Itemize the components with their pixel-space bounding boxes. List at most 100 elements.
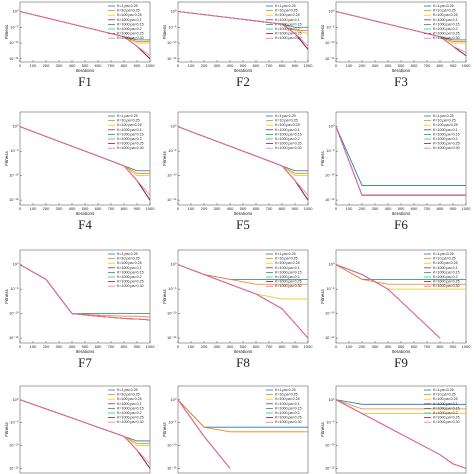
x-tick-label: 800: [279, 344, 286, 349]
y-axis-label: Fitness: [162, 24, 167, 39]
x-tick-label: 400: [69, 344, 76, 349]
series-line: [19, 264, 151, 321]
x-tick-label: 700: [266, 344, 273, 349]
y-tick-label: 10⁻¹⁰: [9, 311, 19, 316]
x-tick-label: 1000: [146, 344, 156, 349]
x-tick-label: 700: [108, 206, 115, 211]
legend-label: K=1000,pa=0.25: [275, 416, 302, 420]
x-tick-label: 400: [227, 206, 234, 211]
chart-title: F5: [236, 217, 250, 232]
legend-label: K=1,pa=0.25: [433, 114, 454, 118]
y-axis-label: Fitness: [320, 24, 325, 39]
x-tick-label: 300: [56, 344, 63, 349]
y-tick-label: 10⁻¹⁵: [9, 56, 19, 61]
legend-label: K=1000,pa=0.30: [117, 36, 144, 40]
legend-label: K=1,pa=0.25: [117, 388, 138, 392]
y-tick-label: 10⁻⁵: [10, 286, 19, 291]
x-tick-label: 400: [227, 63, 234, 68]
legend-label: K=1000,pa=0.30: [275, 420, 302, 424]
x-tick-label: 400: [69, 63, 76, 68]
legend-label: K=1,pa=0.25: [275, 114, 296, 118]
y-tick-label: 10⁻¹⁵: [9, 197, 19, 202]
legend-label: K=10,pa=0.25: [275, 393, 298, 397]
x-tick-label: 400: [385, 63, 392, 68]
x-tick-label: 900: [292, 206, 299, 211]
legend-label: K=1000,pa=0.1: [433, 266, 458, 270]
x-tick-label: 600: [95, 344, 102, 349]
x-tick-label: 600: [253, 344, 260, 349]
x-tick-label: 800: [279, 206, 286, 211]
x-tick-label: 700: [108, 63, 115, 68]
legend-label: K=1000,pa=0.25: [117, 142, 144, 146]
x-tick-label: 500: [398, 206, 405, 211]
y-axis-label: Fitness: [320, 422, 325, 437]
legend-label: K=100,pa=0.25: [433, 13, 458, 17]
series-line: [19, 126, 151, 196]
legend-label: K=1000,pa=0.2: [433, 27, 458, 31]
legend-label: K=1000,pa=0.15: [433, 132, 460, 136]
x-tick-label: 700: [424, 63, 431, 68]
legend-label: K=100,pa=0.25: [275, 397, 300, 401]
series-line: [177, 399, 308, 433]
y-tick-label: 10⁻¹⁵: [9, 465, 19, 470]
x-tick-label: 400: [69, 206, 76, 211]
legend-label: K=1,pa=0.25: [433, 4, 454, 8]
legend-label: K=10,pa=0.25: [433, 9, 456, 13]
plot-area: [335, 385, 467, 474]
y-axis-label: Fitness: [320, 151, 325, 166]
x-tick-label: 400: [227, 344, 234, 349]
x-tick-label: 700: [424, 206, 431, 211]
legend-label: K=1000,pa=0.1: [117, 18, 142, 22]
legend-label: K=100,pa=0.25: [117, 397, 142, 401]
y-axis-label: Fitness: [4, 422, 9, 437]
y-tick-label: 10⁻⁵: [10, 148, 19, 153]
y-tick-label: 10⁻⁵: [168, 420, 177, 425]
x-tick-label: 900: [292, 63, 299, 68]
y-tick-label: 10⁻¹⁵: [325, 197, 335, 202]
legend-label: K=1000,pa=0.2: [117, 27, 142, 31]
legend-label: K=10,pa=0.25: [433, 257, 456, 261]
legend-label: K=1000,pa=0.1: [275, 128, 300, 132]
legend-label: K=1000,pa=0.2: [117, 275, 142, 279]
legend-label: K=1000,pa=0.2: [433, 275, 458, 279]
y-axis-label: Fitness: [162, 289, 167, 304]
x-tick-label: 600: [411, 206, 418, 211]
x-tick-label: 700: [424, 344, 431, 349]
legend-label: K=1000,pa=0.15: [433, 22, 460, 26]
legend-label: K=1000,pa=0.15: [275, 132, 302, 136]
x-tick-label: 200: [201, 344, 208, 349]
x-tick-label: 800: [121, 344, 128, 349]
legend-label: K=100,pa=0.25: [275, 123, 300, 127]
legend-label: K=1000,pa=0.30: [117, 146, 144, 150]
legend-label: K=1000,pa=0.1: [433, 18, 458, 22]
legend-label: K=1000,pa=0.15: [117, 132, 144, 136]
series-line: [177, 399, 231, 469]
x-tick-label: 0: [19, 63, 22, 68]
y-tick-label: 10⁻¹⁰: [9, 40, 19, 45]
legend-label: K=1000,pa=0.2: [433, 411, 458, 415]
y-tick-label: 10⁻⁵: [10, 24, 19, 29]
x-tick-label: 300: [372, 63, 379, 68]
y-tick-label: 10⁰: [328, 397, 334, 402]
x-tick-label: 1000: [304, 206, 314, 211]
legend-label: K=100,pa=0.25: [117, 261, 142, 265]
x-tick-label: 800: [279, 63, 286, 68]
x-tick-label: 900: [292, 344, 299, 349]
legend-label: K=1000,pa=0.15: [433, 406, 460, 410]
x-tick-label: 300: [214, 63, 221, 68]
x-tick-label: 200: [359, 206, 366, 211]
legend-label: K=1,pa=0.25: [433, 252, 454, 256]
x-tick-label: 0: [177, 344, 180, 349]
x-tick-label: 100: [346, 206, 353, 211]
x-tick-label: 900: [450, 344, 457, 349]
y-tick-label: 10⁻⁵: [326, 148, 335, 153]
y-tick-label: 10⁻¹⁵: [325, 56, 335, 61]
legend-label: K=1000,pa=0.30: [275, 146, 302, 150]
x-axis-label: Iterations: [392, 68, 411, 73]
legend-label: K=100,pa=0.25: [433, 123, 458, 127]
x-tick-label: 0: [19, 206, 22, 211]
y-tick-label: 10⁻⁵: [168, 148, 177, 153]
x-tick-label: 800: [437, 63, 444, 68]
x-tick-label: 500: [82, 344, 89, 349]
x-tick-label: 600: [253, 63, 260, 68]
